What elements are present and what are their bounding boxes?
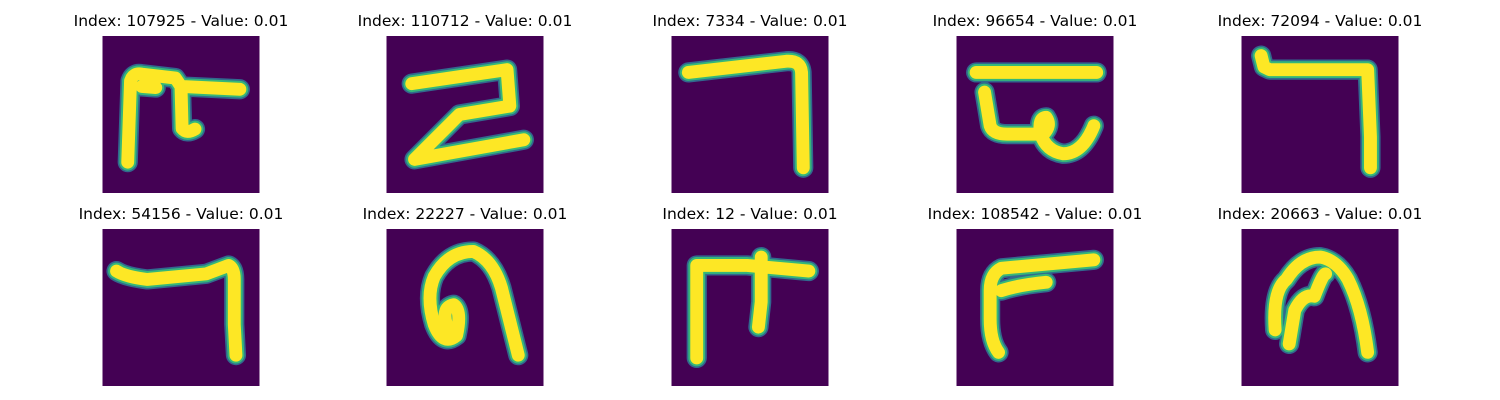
glyph-image <box>386 36 544 193</box>
glyph-image <box>1241 229 1399 386</box>
panel-title: Index: 20663 - Value: 0.01 <box>1217 205 1423 223</box>
glyph-image <box>671 36 829 193</box>
panel-title: Index: 96654 - Value: 0.01 <box>932 12 1138 30</box>
glyph-image <box>386 229 544 386</box>
panel-title: Index: 107925 - Value: 0.01 <box>73 12 289 30</box>
glyph-image <box>671 229 829 386</box>
panel-2: Index: 110712 - Value: 0.01 <box>340 10 590 195</box>
glyph-image <box>956 36 1114 193</box>
panel-1: Index: 107925 - Value: 0.01 <box>56 10 306 195</box>
glyph-image <box>102 36 260 193</box>
panel-title: Index: 22227 - Value: 0.01 <box>362 205 568 223</box>
panel-9: Index: 108542 - Value: 0.01 <box>910 203 1160 388</box>
panel-10: Index: 20663 - Value: 0.01 <box>1195 203 1445 388</box>
panel-title: Index: 7334 - Value: 0.01 <box>652 12 848 30</box>
panel-5: Index: 72094 - Value: 0.01 <box>1195 10 1445 195</box>
panel-6: Index: 54156 - Value: 0.01 <box>56 203 306 388</box>
panel-8: Index: 12 - Value: 0.01 <box>625 203 875 388</box>
glyph-image <box>102 229 260 386</box>
panel-title: Index: 108542 - Value: 0.01 <box>927 205 1143 223</box>
glyph-image <box>956 229 1114 386</box>
glyph-image <box>1241 36 1399 193</box>
panel-title: Index: 72094 - Value: 0.01 <box>1217 12 1423 30</box>
panel-title: Index: 54156 - Value: 0.01 <box>78 205 284 223</box>
panel-title: Index: 110712 - Value: 0.01 <box>357 12 573 30</box>
panel-7: Index: 22227 - Value: 0.01 <box>340 203 590 388</box>
panel-3: Index: 7334 - Value: 0.01 <box>625 10 875 195</box>
panel-4: Index: 96654 - Value: 0.01 <box>910 10 1160 195</box>
panel-title: Index: 12 - Value: 0.01 <box>662 205 838 223</box>
